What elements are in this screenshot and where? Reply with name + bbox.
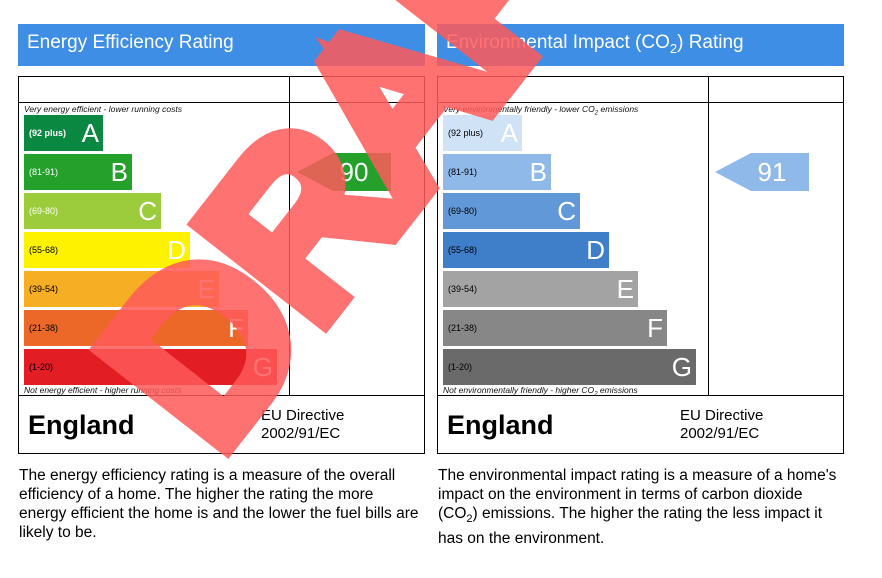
band-letter: B <box>110 157 128 187</box>
band-letter: D <box>167 235 186 265</box>
environment-footer: England EU Directive 2002/91/EC <box>437 396 844 454</box>
env-title-suffix: ) Rating <box>677 32 744 53</box>
band-range: (81-91) <box>29 167 59 177</box>
energy-footer: England EU Directive 2002/91/EC <box>18 396 425 454</box>
band-e: (39-54) E <box>443 271 638 307</box>
energy-current-value: 90 <box>339 157 369 187</box>
band-letter: G <box>252 352 273 382</box>
env-desc-suffix: ) emissions. The higher the rating the l… <box>438 505 823 548</box>
band-letter: D <box>586 235 605 265</box>
band-range: (39-54) <box>448 284 478 294</box>
env-title-sub: 2 <box>669 40 678 56</box>
energy-directive: EU Directive 2002/91/EC <box>261 407 411 443</box>
band-range: (21-38) <box>448 323 478 333</box>
band-letter: C <box>557 196 576 226</box>
band-d: (55-68) D <box>24 232 190 268</box>
band-g: (1-20) G <box>24 349 277 385</box>
environment-arrow-shape <box>715 153 809 191</box>
band-e: (39-54) E <box>24 271 219 307</box>
energy-bottom-caption: Not energy efficient - higher running co… <box>24 385 182 395</box>
environment-country: England <box>447 410 554 440</box>
energy-top-caption: Very energy efficient - lower running co… <box>24 104 182 114</box>
env-bottom-caption-prefix: Not environmentally friendly - higher CO <box>443 385 595 395</box>
band-range: (1-20) <box>29 362 54 372</box>
energy-chart: Very energy efficient - lower running co… <box>18 76 425 396</box>
environmental-impact-title: Environmental Impact (CO2) Rating <box>437 24 844 66</box>
env-bottom-caption-suffix: emissions <box>597 385 638 395</box>
energy-efficiency-panel: Energy Efficiency Rating Very energy eff… <box>18 24 425 542</box>
environment-directive-line1: EU Directive <box>680 407 764 424</box>
energy-directive-line1: EU Directive <box>261 407 345 424</box>
env-top-caption-prefix: Very environmentally friendly - lower CO <box>443 104 595 114</box>
band-b: (81-91) B <box>24 154 132 190</box>
band-letter: C <box>138 196 157 226</box>
band-letter: F <box>228 313 244 343</box>
band-letter: E <box>197 274 215 304</box>
band-range: (69-80) <box>29 206 59 216</box>
band-range: (69-80) <box>448 206 478 216</box>
band-range: (1-20) <box>448 362 473 372</box>
environment-directive-line2: 2002/91/EC <box>680 425 760 442</box>
band-range: (39-54) <box>29 284 59 294</box>
environmental-impact-panel: Environmental Impact (CO2) Rating Very e… <box>437 24 844 548</box>
band-c: (69-80) C <box>443 193 580 229</box>
band-letter: A <box>81 118 99 148</box>
band-letter: B <box>529 157 547 187</box>
band-a: (92 plus) A <box>24 115 103 151</box>
environment-bottom-caption: Not environmentally friendly - higher CO… <box>443 385 638 398</box>
environment-description: The environmental impact rating is a mea… <box>437 466 844 548</box>
env-top-caption-suffix: emissions <box>598 104 639 114</box>
env-desc-prefix: The environmental impact rating is a mea… <box>438 467 837 522</box>
band-letter: A <box>500 118 518 148</box>
band-d: (55-68) D <box>443 232 609 268</box>
band-range: (92 plus) <box>448 128 484 138</box>
band-range: (21-38) <box>29 323 59 333</box>
band-letter: E <box>616 274 634 304</box>
env-top-caption-sub: 2 <box>594 110 599 117</box>
band-f: (21-38) F <box>24 310 248 346</box>
environment-current-value: 91 <box>757 157 787 187</box>
band-c: (69-80) C <box>24 193 161 229</box>
band-range: (92 plus) <box>29 128 67 138</box>
band-range: (81-91) <box>448 167 478 177</box>
environment-chart: Very environmentally friendly - lower CO… <box>437 76 844 398</box>
energy-directive-line2: 2002/91/EC <box>261 425 341 442</box>
band-a: (92 plus) A <box>443 115 522 151</box>
env-desc-sub: 2 <box>466 513 473 526</box>
environment-top-caption: Very environmentally friendly - lower CO… <box>443 104 638 117</box>
energy-arrow-shape <box>297 153 391 191</box>
environment-directive: EU Directive 2002/91/EC <box>680 407 830 443</box>
energy-country: England <box>28 410 135 440</box>
band-letter: F <box>647 313 663 343</box>
env-title-prefix: Environmental Impact (CO <box>446 32 670 53</box>
band-b: (81-91) B <box>443 154 551 190</box>
band-range: (55-68) <box>448 245 478 255</box>
energy-description: The energy efficiency rating is a measur… <box>19 467 419 541</box>
energy-efficiency-title: Energy Efficiency Rating <box>18 24 425 66</box>
band-g: (1-20) G <box>443 349 696 385</box>
band-range: (55-68) <box>29 245 59 255</box>
environment-current-rating-arrow: 91 <box>715 153 809 191</box>
env-bottom-caption-sub: 2 <box>594 391 598 398</box>
band-f: (21-38) F <box>443 310 667 346</box>
energy-current-rating-arrow: 90 <box>297 153 391 191</box>
band-letter: G <box>671 352 692 382</box>
